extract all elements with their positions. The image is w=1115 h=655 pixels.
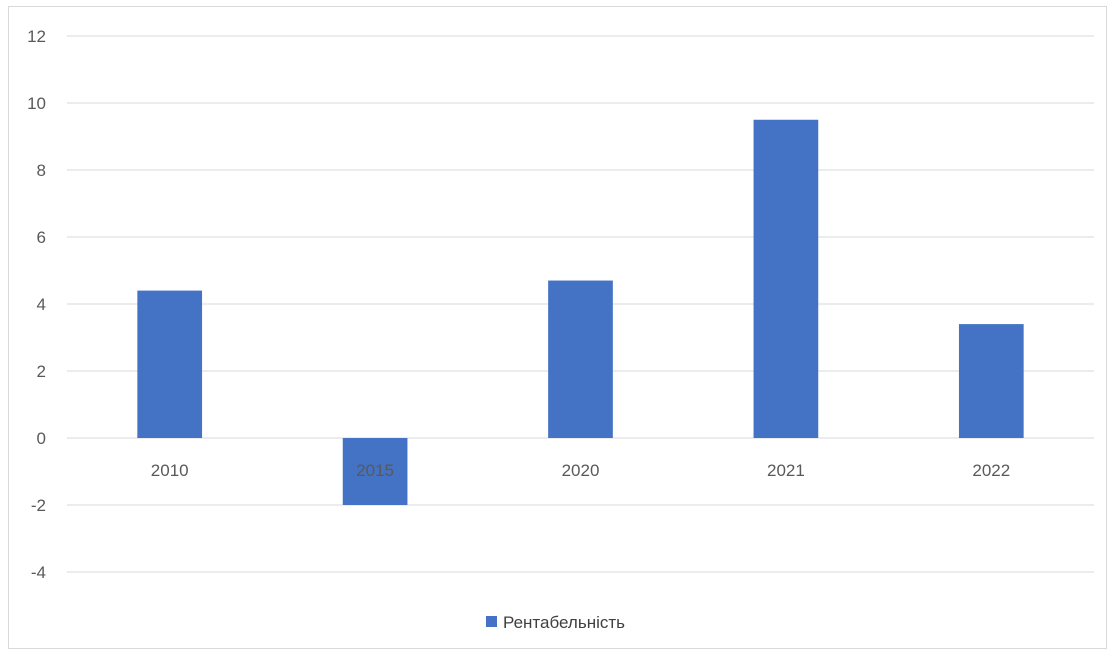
x-tick-label: 2015 [356,461,394,480]
y-tick-label: 2 [37,362,46,381]
y-tick-label: 4 [37,295,46,314]
bar-2020 [548,280,613,438]
y-tick-label: 12 [27,27,46,46]
bar-2010 [137,290,203,438]
x-axis-ticks: 2010 2015 2020 2021 2022 [151,461,1010,480]
bar-2022 [958,324,1024,438]
bars [137,119,1024,505]
bar-2021 [753,119,819,438]
legend: Рентабельність [486,613,625,632]
legend-swatch-rentabelnist [486,616,497,627]
y-tick-label: -4 [31,563,46,582]
y-axis-ticks: 12 10 8 6 4 2 0 -2 -4 [27,27,46,582]
legend-label-rentabelnist: Рентабельність [503,613,625,632]
y-tick-label: 0 [37,429,46,448]
x-tick-label: 2022 [972,461,1010,480]
y-tick-label: 10 [27,94,46,113]
y-tick-label: 8 [37,161,46,180]
y-tick-label: 6 [37,228,46,247]
x-tick-label: 2021 [767,461,805,480]
y-tick-label: -2 [31,496,46,515]
x-tick-label: 2020 [562,461,600,480]
x-tick-label: 2010 [151,461,189,480]
bar-2015 [342,438,408,505]
